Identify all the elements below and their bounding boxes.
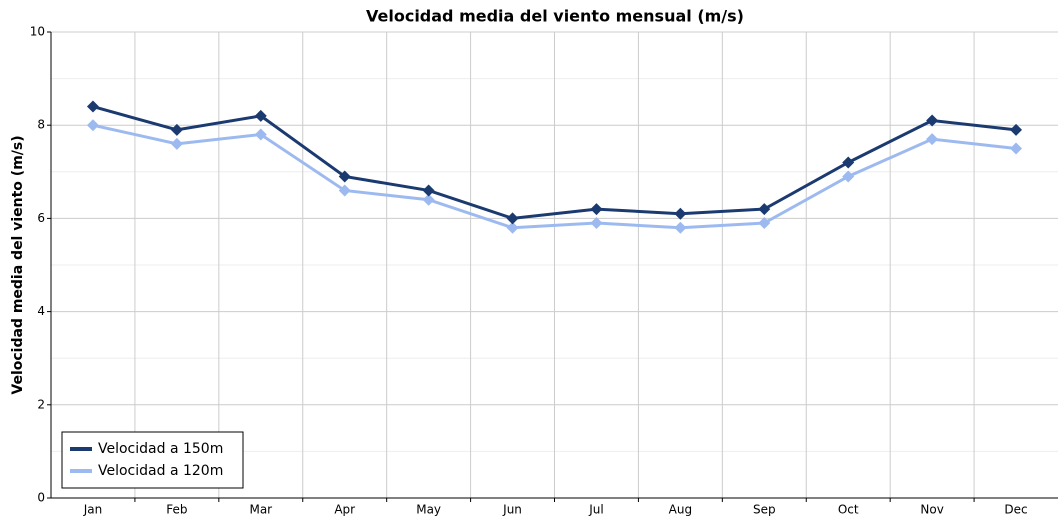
data-point [170, 137, 183, 150]
data-point [842, 156, 855, 169]
data-point [254, 109, 267, 122]
series-line [92, 105, 1017, 220]
y-tick-label: 10 [30, 25, 45, 39]
data-point [758, 203, 771, 216]
y-tick-label: 0 [37, 491, 45, 505]
x-tick-label: Jun [502, 503, 522, 517]
data-point [590, 203, 603, 216]
x-tick-label: May [416, 503, 441, 517]
x-tick-label: Apr [334, 503, 355, 517]
x-tick-label: Oct [838, 503, 859, 517]
data-point [1010, 142, 1023, 155]
y-tick-label: 8 [37, 118, 45, 132]
data-point [758, 217, 771, 230]
data-point [170, 123, 183, 136]
data-point [842, 170, 855, 183]
data-point [86, 100, 99, 113]
data-point [338, 170, 351, 183]
data-point [926, 133, 939, 146]
data-point [1010, 123, 1023, 136]
data-point [338, 184, 351, 197]
data-point [86, 119, 99, 132]
data-point [506, 212, 519, 225]
x-tick-label: Feb [166, 503, 187, 517]
x-tick-label: Jan [83, 503, 103, 517]
data-point [506, 221, 519, 234]
x-tick-label: Jul [588, 503, 603, 517]
x-tick-label: Nov [920, 503, 943, 517]
data-point [254, 128, 267, 141]
data-point [926, 114, 939, 127]
data-point [590, 217, 603, 230]
y-axis-label: Velocidad media del viento (m/s) [10, 135, 26, 394]
x-tick-label: Dec [1004, 503, 1027, 517]
legend-box [61, 431, 244, 489]
data-point [674, 221, 687, 234]
data-point [674, 207, 687, 220]
chart-title: Velocidad media del viento mensual (m/s) [366, 7, 744, 26]
y-tick-label: 6 [37, 211, 45, 225]
y-tick-label: 2 [37, 397, 45, 411]
data-point [422, 193, 435, 206]
data-point [422, 184, 435, 197]
legend-label: Velocidad a 120m [98, 463, 223, 479]
x-tick-label: Aug [669, 503, 692, 517]
y-tick-label: 4 [37, 304, 45, 318]
series-line [92, 123, 1017, 230]
x-tick-label: Sep [753, 503, 776, 517]
x-tick-label: Mar [249, 503, 272, 517]
legend-label: Velocidad a 150m [98, 441, 223, 457]
